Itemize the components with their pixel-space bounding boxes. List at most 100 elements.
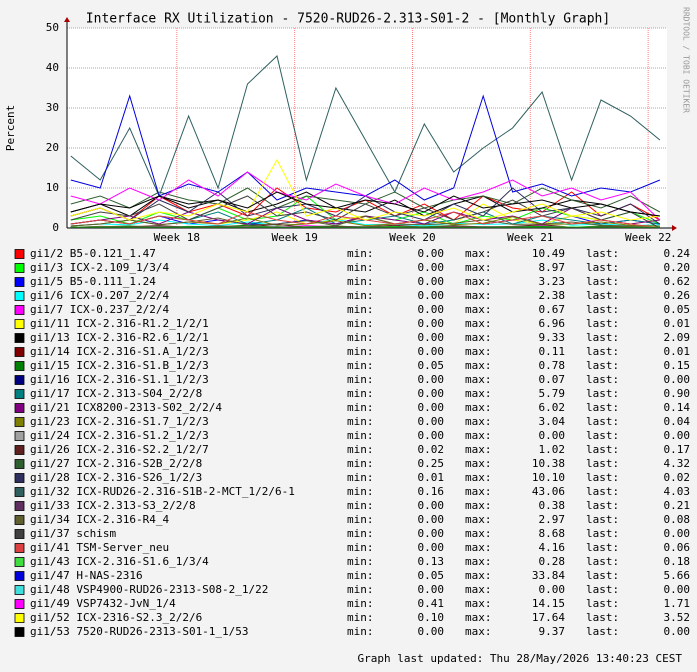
max-value: 9.37 xyxy=(539,625,566,638)
legend-swatch xyxy=(14,333,25,343)
series-line xyxy=(70,195,661,229)
min-label: min: xyxy=(347,471,374,484)
max-value: 1.02 xyxy=(539,443,566,456)
legend-swatch xyxy=(14,459,25,469)
max-label: max: xyxy=(465,471,492,484)
min-label: min: xyxy=(347,625,374,638)
y-tick-label: 20 xyxy=(46,141,59,154)
last-label: last: xyxy=(586,485,619,498)
last-value: 0.01 xyxy=(664,317,691,330)
legend-name: gi1/3 ICX-2.109_1/3/4 xyxy=(30,261,169,274)
legend-swatch xyxy=(14,571,25,581)
y-tick-label: 0 xyxy=(52,221,59,234)
min-label: min: xyxy=(347,485,374,498)
max-value: 2.38 xyxy=(539,289,566,302)
last-value: 0.00 xyxy=(664,527,691,540)
max-label: max: xyxy=(465,513,492,526)
last-label: last: xyxy=(586,415,619,428)
max-label: max: xyxy=(465,457,492,470)
last-value: 4.32 xyxy=(664,457,691,470)
max-label: max: xyxy=(465,303,492,316)
min-value: 0.00 xyxy=(418,387,445,400)
legend-name: gi1/53 7520-RUD26-2313-S01-1_1/53 xyxy=(30,625,249,638)
max-value: 0.07 xyxy=(539,373,566,386)
max-value: 10.49 xyxy=(532,247,565,260)
max-label: max: xyxy=(465,443,492,456)
x-tick-label: Week 18 xyxy=(154,231,200,244)
min-label: min: xyxy=(347,373,374,386)
min-label: min: xyxy=(347,513,374,526)
last-value: 0.18 xyxy=(664,555,691,568)
last-label: last: xyxy=(586,387,619,400)
max-value: 5.79 xyxy=(539,387,566,400)
axes: 0 10 20 30 40 50 Week 18 Week 19 Week 20 Week 21 W… xyxy=(46,17,677,244)
min-value: 0.25 xyxy=(418,457,445,470)
max-label: max: xyxy=(465,261,492,274)
min-label: min: xyxy=(347,597,374,610)
series-line xyxy=(70,218,660,227)
last-label: last: xyxy=(586,555,619,568)
legend-name: gi1/14 ICX-2.316-S1.A_1/2/3 xyxy=(30,345,209,358)
watermark: RRDTOOL / TOBI OETIKER xyxy=(682,7,691,113)
last-label: last: xyxy=(586,247,619,260)
max-label: max: xyxy=(465,429,492,442)
legend-name: gi1/49 VSP7432-JvN_1/4 xyxy=(30,597,176,610)
last-label: last: xyxy=(586,345,619,358)
last-value: 0.21 xyxy=(664,499,691,512)
x-tick-label: Week 19 xyxy=(271,231,317,244)
last-label: last: xyxy=(586,289,619,302)
min-label: min: xyxy=(347,387,374,400)
last-value: 0.05 xyxy=(664,303,691,316)
max-label: max: xyxy=(465,541,492,554)
x-tick-label: Week 21 xyxy=(507,231,553,244)
min-value: 0.02 xyxy=(418,443,445,456)
y-tick-label: 10 xyxy=(46,181,59,194)
legend-name: gi1/47 H-NAS-2316 xyxy=(30,569,143,582)
legend-name: gi1/17 ICX-2.313-S04_2/2/8 xyxy=(30,387,202,400)
min-label: min: xyxy=(347,555,374,568)
min-value: 0.00 xyxy=(418,583,445,596)
chart-title: Interface RX Utilization - 7520-RUD26-2.… xyxy=(86,12,610,27)
min-label: min: xyxy=(347,457,374,470)
max-value: 9.33 xyxy=(539,331,566,344)
max-label: max: xyxy=(465,499,492,512)
last-label: last: xyxy=(586,401,619,414)
last-label: last: xyxy=(586,597,619,610)
min-value: 0.00 xyxy=(418,513,445,526)
legend-swatch xyxy=(14,417,25,427)
legend-swatch xyxy=(14,389,25,399)
max-label: max: xyxy=(465,583,492,596)
legend-name: gi1/7 ICX-0.237_2/2/4 xyxy=(30,303,169,316)
min-label: min: xyxy=(347,527,374,540)
x-tick-label: Week 20 xyxy=(389,231,435,244)
max-value: 0.11 xyxy=(539,345,566,358)
max-value: 10.38 xyxy=(532,457,565,470)
legend-name: gi1/43 ICX-2.316-S1.6_1/3/4 xyxy=(30,555,209,568)
max-label: max: xyxy=(465,331,492,344)
max-value: 3.04 xyxy=(539,415,566,428)
legend-name: gi1/15 ICX-2.316-S1.B_1/2/3 xyxy=(30,359,209,372)
legend-swatch xyxy=(14,529,25,539)
max-label: max: xyxy=(465,555,492,568)
min-value: 0.00 xyxy=(418,317,445,330)
last-value: 0.20 xyxy=(664,261,691,274)
legend-swatch xyxy=(14,263,25,273)
last-label: last: xyxy=(586,261,619,274)
min-label: min: xyxy=(347,303,374,316)
last-value: 0.00 xyxy=(664,625,691,638)
max-label: max: xyxy=(465,611,492,624)
legend-name: gi1/34 ICX-2.316-R4_4 xyxy=(30,513,169,526)
legend-swatch xyxy=(14,305,25,315)
min-value: 0.00 xyxy=(418,331,445,344)
legend-swatch xyxy=(14,249,25,259)
legend-swatch xyxy=(14,627,25,637)
legend-swatch xyxy=(14,445,25,455)
last-value: 0.26 xyxy=(664,289,691,302)
last-value: 0.24 xyxy=(664,247,691,260)
max-label: max: xyxy=(465,527,492,540)
legend-swatch xyxy=(14,543,25,553)
series-line xyxy=(70,191,660,217)
min-value: 0.00 xyxy=(418,429,445,442)
legend-swatch xyxy=(14,599,25,609)
legend-name: gi1/26 ICX-2.316-S2.2_1/2/7 xyxy=(30,443,209,456)
